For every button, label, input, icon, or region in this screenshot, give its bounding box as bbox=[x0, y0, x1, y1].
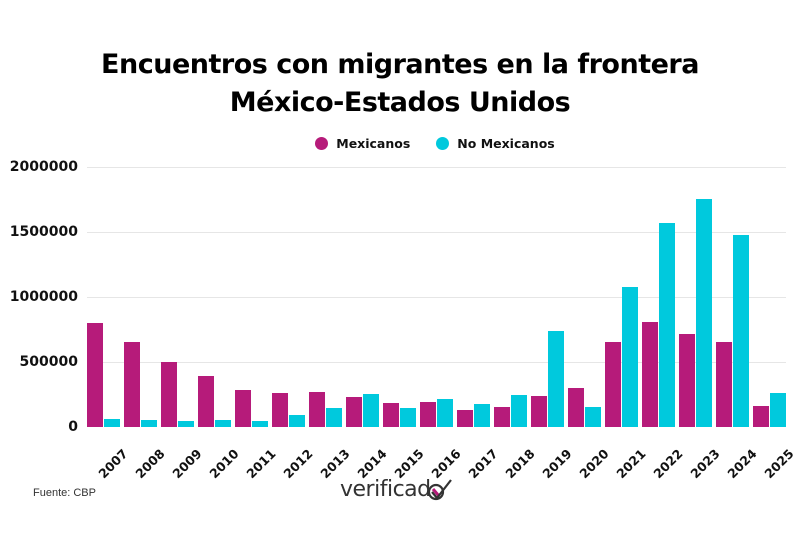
bar-mexicanos-2014 bbox=[346, 397, 362, 427]
chart-title-line-1: Encuentros con migrantes en la frontera bbox=[101, 49, 699, 80]
bar-no-mexicanos-2009 bbox=[178, 420, 194, 427]
bar-no-mexicanos-2017 bbox=[474, 404, 490, 427]
x-axis-tick-label: 2009 bbox=[169, 446, 205, 482]
gridline bbox=[87, 296, 786, 298]
y-axis-tick-label: 1000000 bbox=[9, 288, 78, 305]
x-axis-tick-label: 2011 bbox=[243, 446, 279, 482]
bar-no-mexicanos-2014 bbox=[363, 393, 379, 427]
bar-mexicanos-2010 bbox=[198, 375, 214, 427]
legend-swatch-no-mexicanos-icon bbox=[436, 137, 450, 150]
x-axis-tick-label: 2017 bbox=[465, 446, 501, 482]
bar-mexicanos-2009 bbox=[161, 362, 177, 427]
chart-title: Encuentros con migrantes en la frontera … bbox=[0, 46, 800, 122]
bar-mexicanos-2011 bbox=[235, 390, 251, 427]
bar-mexicanos-2007 bbox=[87, 323, 103, 427]
bar-no-mexicanos-2016 bbox=[437, 398, 453, 427]
x-axis-tick-label: 2020 bbox=[576, 446, 612, 482]
legend-item-no-mexicanos: No Mexicanos bbox=[436, 136, 555, 151]
bar-no-mexicanos-2024 bbox=[733, 234, 749, 427]
bar-no-mexicanos-2007 bbox=[104, 419, 120, 427]
bar-no-mexicanos-2022 bbox=[659, 223, 675, 427]
bar-no-mexicanos-2020 bbox=[585, 406, 601, 427]
bar-mexicanos-2022 bbox=[642, 322, 658, 427]
y-axis-tick-label: 500000 bbox=[19, 353, 78, 370]
bar-no-mexicanos-2010 bbox=[215, 419, 231, 427]
bar-mexicanos-2012 bbox=[272, 392, 288, 427]
x-axis-tick-label: 2021 bbox=[613, 446, 649, 482]
bar-no-mexicanos-2023 bbox=[696, 198, 712, 427]
bar-no-mexicanos-2013 bbox=[326, 407, 342, 427]
y-axis-tick-label: 1500000 bbox=[9, 223, 78, 240]
bar-no-mexicanos-2008 bbox=[141, 419, 157, 427]
source-note: Fuente: CBP bbox=[33, 487, 96, 499]
x-axis-tick-label: 2022 bbox=[650, 446, 686, 482]
y-axis-tick-label: 0 bbox=[68, 418, 78, 435]
gridline bbox=[87, 361, 786, 363]
bar-mexicanos-2019 bbox=[531, 396, 547, 427]
x-axis-tick-label: 2019 bbox=[539, 446, 575, 482]
y-axis-tick-label: 2000000 bbox=[9, 159, 78, 175]
x-axis-tick-label: 2008 bbox=[132, 446, 168, 482]
bar-mexicanos-2008 bbox=[124, 342, 140, 427]
legend-label: No Mexicanos bbox=[457, 136, 555, 151]
bar-no-mexicanos-2011 bbox=[252, 420, 268, 427]
bar-no-mexicanos-2019 bbox=[548, 330, 564, 427]
x-axis-tick-label: 2023 bbox=[687, 446, 723, 482]
x-axis-tick-label: 2018 bbox=[502, 446, 538, 482]
bar-no-mexicanos-2025 bbox=[770, 393, 786, 427]
gridline bbox=[87, 231, 786, 233]
chart-title-line-2: México-Estados Unidos bbox=[229, 87, 571, 118]
bar-mexicanos-2013 bbox=[309, 392, 325, 427]
x-axis-tick-label: 2010 bbox=[206, 446, 242, 482]
x-axis-tick-label: 2025 bbox=[761, 446, 797, 482]
check-mark-icon bbox=[427, 478, 452, 500]
x-axis-tick-label: 2024 bbox=[724, 446, 760, 482]
bar-no-mexicanos-2015 bbox=[400, 408, 416, 427]
legend-swatch-mexicanos-icon bbox=[315, 137, 329, 150]
bar-mexicanos-2020 bbox=[568, 388, 584, 427]
logo-text: verificad bbox=[340, 477, 431, 502]
bar-mexicanos-2023 bbox=[679, 333, 695, 427]
legend-label: Mexicanos bbox=[336, 136, 411, 151]
bar-no-mexicanos-2021 bbox=[622, 286, 638, 427]
bar-mexicanos-2015 bbox=[383, 402, 399, 427]
bar-mexicanos-2024 bbox=[716, 342, 732, 427]
bar-mexicanos-2016 bbox=[420, 401, 436, 427]
legend: Mexicanos No Mexicanos bbox=[0, 136, 800, 151]
bar-mexicanos-2017 bbox=[457, 410, 473, 427]
bar-no-mexicanos-2012 bbox=[289, 414, 305, 427]
x-axis-tick-label: 2007 bbox=[95, 446, 131, 482]
bar-mexicanos-2018 bbox=[494, 406, 510, 427]
legend-item-mexicanos: Mexicanos bbox=[245, 136, 410, 151]
bar-mexicanos-2021 bbox=[605, 341, 621, 427]
bar-mexicanos-2025 bbox=[753, 406, 769, 427]
x-axis-tick-label: 2012 bbox=[280, 446, 316, 482]
bar-no-mexicanos-2018 bbox=[511, 395, 527, 427]
verificado-logo: verificad bbox=[340, 477, 453, 502]
gridline bbox=[87, 167, 786, 168]
